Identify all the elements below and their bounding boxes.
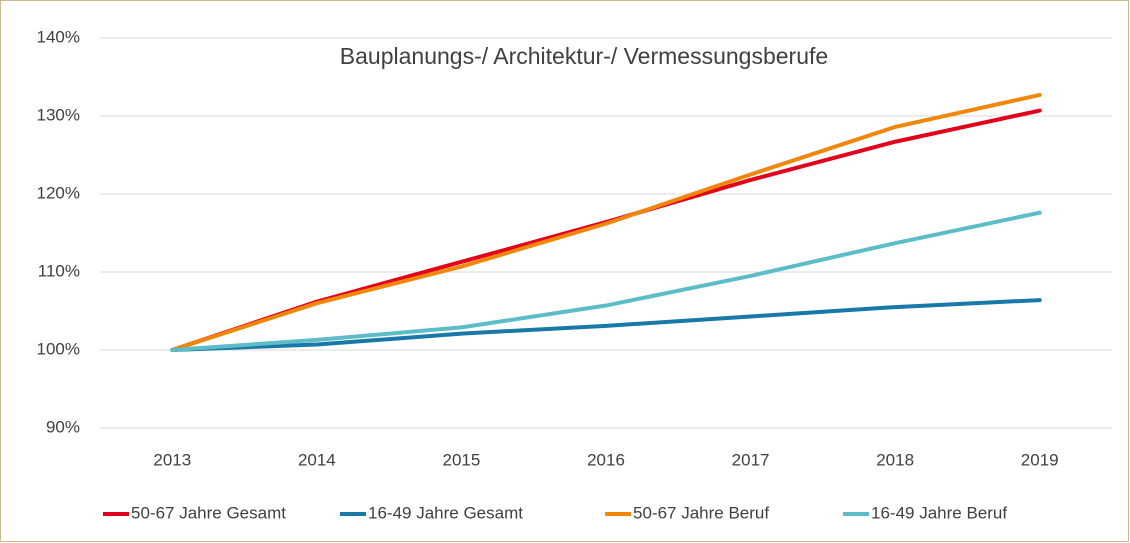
y-tick-label: 140% [37, 27, 80, 46]
legend-label: 50-67 Jahre Beruf [633, 503, 769, 522]
y-tick-label: 100% [37, 339, 80, 358]
x-tick-label: 2015 [443, 450, 481, 469]
legend-label: 16-49 Jahre Gesamt [368, 503, 523, 522]
x-tick-label: 2013 [153, 450, 191, 469]
x-tick-label: 2018 [876, 450, 914, 469]
line-series [170, 92, 1042, 352]
line-series [170, 298, 1042, 352]
x-tick-label: 2014 [298, 450, 336, 469]
line-series [170, 210, 1042, 352]
legend-label: 16-49 Jahre Beruf [871, 503, 1007, 522]
y-tick-label: 110% [38, 261, 80, 280]
x-tick-label: 2016 [587, 450, 625, 469]
y-tick-label: 90% [46, 417, 80, 436]
legend-label: 50-67 Jahre Gesamt [131, 503, 286, 522]
x-tick-label: 2017 [732, 450, 770, 469]
x-tick-label: 2019 [1021, 450, 1059, 469]
y-tick-label: 130% [37, 105, 80, 124]
y-tick-label: 120% [37, 183, 80, 202]
chart-title: Bauplanungs-/ Architektur-/ Vermessungsb… [340, 43, 828, 69]
